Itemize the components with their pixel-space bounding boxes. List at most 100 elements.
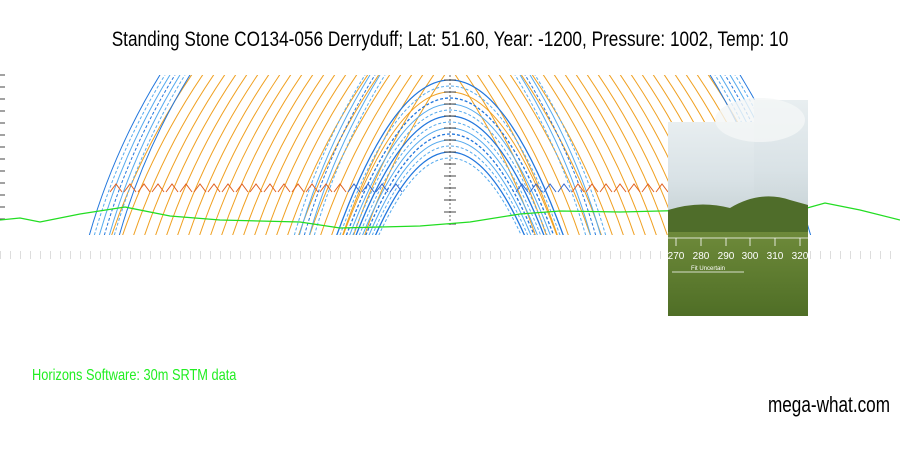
marker [361, 183, 375, 193]
moon-path [529, 75, 602, 235]
left-axis [0, 74, 5, 220]
marker [515, 183, 529, 193]
moon-path [113, 75, 186, 235]
marker [109, 183, 123, 193]
sun-path [210, 75, 292, 235]
moon-path [378, 157, 522, 235]
sun-path [243, 75, 325, 235]
celestial-paths [88, 75, 812, 235]
marker [529, 183, 543, 193]
moon-path [98, 75, 171, 235]
marker [137, 183, 151, 193]
photo-scale-label: 280 [693, 251, 710, 262]
moon-path [519, 75, 592, 235]
marker [641, 183, 655, 193]
marker [207, 183, 221, 193]
marker [235, 183, 249, 193]
moon-path [365, 133, 535, 235]
sun-path [276, 75, 358, 235]
marker [655, 183, 669, 193]
marker [599, 183, 613, 193]
marker [333, 183, 347, 193]
sun-path [476, 75, 558, 235]
sun-path [221, 75, 303, 235]
marker [375, 183, 389, 193]
marker [165, 183, 179, 193]
moon-path [514, 75, 587, 235]
sun-path [287, 75, 369, 235]
sun-path [111, 75, 193, 235]
photo-scale: 270 280 290 300 310 320 [668, 238, 809, 262]
sun-path [133, 75, 215, 235]
marker [305, 183, 319, 193]
marker [627, 183, 641, 193]
photo-scale-label: 270 [668, 251, 685, 262]
moon-path [293, 75, 366, 235]
sun-path [454, 75, 536, 235]
moon-path [118, 75, 191, 235]
moon-path [534, 75, 607, 235]
photo-scale-label: 320 [792, 251, 809, 262]
sun-path [320, 75, 402, 235]
photo-scale-label: 300 [742, 251, 759, 262]
sun-path [331, 75, 413, 235]
title: Standing Stone CO134-056 Derryduff; Lat:… [112, 29, 789, 52]
marker [291, 183, 305, 193]
marker [389, 183, 403, 193]
moon-path [303, 75, 376, 235]
moon-path [313, 75, 386, 235]
marker [347, 183, 361, 193]
sun-path [586, 75, 668, 235]
moon-path [298, 75, 371, 235]
marker [221, 183, 235, 193]
sun-path [465, 75, 547, 235]
meridian-ticks [444, 79, 456, 225]
photo-cloud [715, 98, 805, 142]
sun-path [177, 75, 259, 235]
marker [193, 183, 207, 193]
site-credit: mega-what.com [768, 393, 890, 418]
moon-path [103, 75, 176, 235]
sun-path [364, 75, 446, 235]
marker [585, 183, 599, 193]
moon-path [352, 109, 548, 235]
photo-hills [668, 196, 808, 238]
marker [123, 183, 137, 193]
sun-path [531, 75, 613, 235]
site-photo: 270 280 290 300 310 320 Fit Uncertain [668, 98, 809, 316]
sun-path [498, 75, 580, 235]
sun-path [575, 75, 657, 235]
sun-path [265, 75, 347, 235]
marker [319, 183, 333, 193]
moon-path [524, 75, 597, 235]
moon-path [371, 145, 529, 235]
moon-path [358, 121, 542, 235]
sun-path [487, 75, 569, 235]
photo-scale-label: 290 [718, 251, 735, 262]
sun-path [542, 75, 624, 235]
moon-path [108, 75, 181, 235]
marker [249, 183, 263, 193]
marker [277, 183, 291, 193]
marker [557, 183, 571, 193]
sun-path [254, 75, 336, 235]
marker [613, 183, 627, 193]
sun-path [155, 75, 237, 235]
sun-path [122, 75, 204, 235]
photo-note: Fit Uncertain [691, 266, 725, 272]
photo-scale-label: 310 [767, 251, 784, 262]
moon-path [345, 97, 555, 235]
marker [543, 183, 557, 193]
sun-path [166, 75, 248, 235]
moon-path [93, 75, 166, 235]
marker [179, 183, 193, 193]
sun-path [342, 75, 424, 235]
sun-path [232, 75, 314, 235]
sun-path [188, 75, 270, 235]
moon-path [88, 75, 161, 235]
marker [571, 183, 585, 193]
marker [151, 183, 165, 193]
sun-path [564, 75, 646, 235]
